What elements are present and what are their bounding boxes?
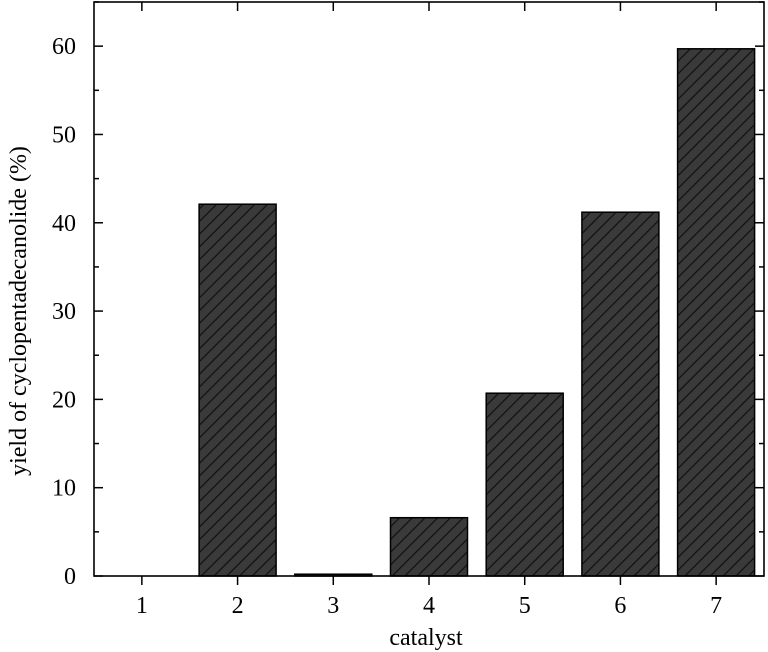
y-tick-label: 60	[52, 34, 76, 60]
bars-group	[198, 48, 756, 577]
bar-4	[389, 516, 469, 577]
bar-6	[581, 211, 660, 577]
y-axis-ticks: 0 10 20 30 40 50 60	[52, 1, 764, 590]
plot-border	[93, 1, 765, 577]
y-tick-label: 20	[52, 387, 76, 413]
y-tick-label: 10	[52, 476, 76, 502]
y-tick-label: 50	[52, 122, 76, 148]
x-tick-label: 4	[423, 593, 435, 619]
plot-frame	[93, 1, 765, 577]
x-axis-ticks: 1 2 3 4 5 6 7	[136, 2, 722, 619]
bar-7	[676, 48, 756, 577]
y-tick-label: 30	[52, 299, 76, 325]
x-axis-label: catalyst	[389, 625, 463, 651]
x-tick-label: 2	[232, 593, 244, 619]
x-tick-label: 3	[327, 593, 339, 619]
y-tick-label: 0	[64, 564, 76, 590]
bar-2	[198, 203, 277, 577]
bar-5	[485, 392, 564, 577]
x-tick-label: 1	[136, 593, 148, 619]
y-tick-label: 40	[52, 211, 76, 237]
y-axis-label: yield of cyclopentadecanolide (%)	[6, 146, 32, 476]
x-tick-label: 5	[519, 593, 531, 619]
x-tick-label: 6	[614, 593, 626, 619]
x-tick-label: 7	[710, 593, 722, 619]
